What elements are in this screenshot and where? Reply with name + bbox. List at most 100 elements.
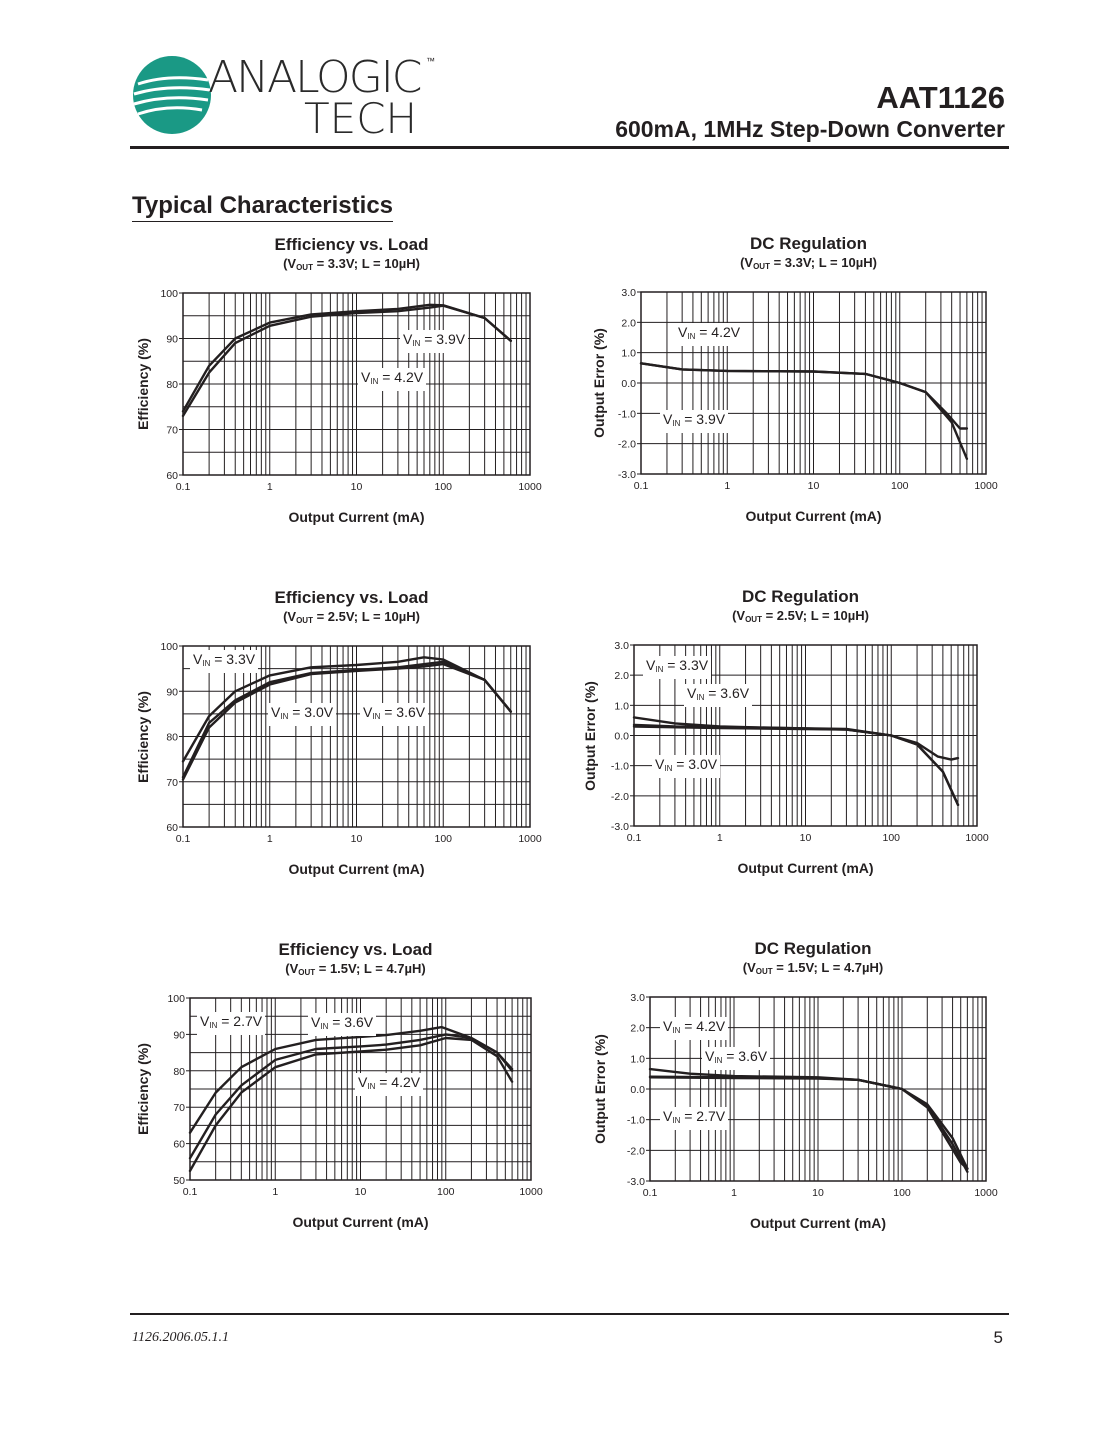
part-number: AAT1126 — [876, 80, 1005, 115]
y-axis-label: Output Error (%) — [591, 328, 607, 438]
trademark: ™ — [426, 56, 435, 66]
y-tick-label: 3.0 — [621, 287, 636, 299]
x-tick-label: 0.1 — [627, 832, 642, 844]
series-line — [648, 1076, 969, 1170]
subtitle-sub: OUT — [755, 967, 773, 976]
subtitle-pre: (V — [283, 609, 297, 624]
y-axis-label: Efficiency (%) — [135, 690, 151, 783]
subtitle-post: = 3.3V; L = 10µH) — [769, 255, 877, 270]
y-tick-label: -2.0 — [627, 1145, 645, 1157]
chart-title: Efficiency vs. Load — [274, 588, 429, 607]
x-tick-label: 1 — [717, 832, 723, 844]
x-tick-label: 100 — [437, 1186, 455, 1198]
chart-subtitle: (VOUT = 1.5V; L = 4.7µH) — [156, 961, 556, 977]
y-axis-label: Efficiency (%) — [135, 338, 151, 430]
footer-rule — [130, 1313, 1009, 1315]
y-tick-label: 80 — [173, 1066, 185, 1078]
y-tick-label: 0.0 — [614, 731, 629, 743]
y-tick-label: 60 — [173, 1139, 185, 1151]
subtitle-sub: OUT — [753, 262, 770, 271]
section-title: Typical Characteristics — [132, 192, 394, 222]
x-tick-label: 0.1 — [634, 480, 649, 492]
y-tick-label: -2.0 — [618, 439, 636, 451]
series-label: VIN = 3.6V — [684, 684, 753, 707]
series-line — [188, 1025, 514, 1134]
subtitle-sub: OUT — [298, 968, 316, 977]
x-tick-label: 10 — [808, 480, 820, 492]
series-label: VIN = 4.2V — [660, 1017, 729, 1040]
page-number: 5 — [993, 1328, 1003, 1347]
x-tick-label: 0.1 — [183, 1186, 198, 1198]
subtitle-pre: (V — [283, 256, 297, 271]
y-tick-label: 2.0 — [614, 670, 629, 682]
chart-subtitle: (VOUT = 3.3V; L = 10µH) — [609, 255, 1009, 271]
y-tick-label: 100 — [160, 288, 178, 300]
y-tick-label: -2.0 — [611, 791, 629, 803]
x-tick-label: 1000 — [974, 480, 998, 492]
x-tick-label: 1 — [267, 833, 273, 845]
chart-6: -3.0 -2.0 -1.0 0.0 1.0 2.0 3.0 0.1 1 10 100 1000 — [627, 992, 998, 1199]
y-tick-label: 3.0 — [614, 640, 629, 652]
x-tick-label: 1000 — [518, 481, 542, 493]
series-label: VIN = 2.7V — [197, 1012, 266, 1035]
x-tick-label: 1 — [272, 1186, 278, 1198]
chart-subtitle: (VOUT = 3.3V; L = 10µH) — [152, 256, 552, 272]
x-tick-label: 0.1 — [176, 481, 191, 493]
x-tick-label: 10 — [351, 481, 363, 493]
series-line — [639, 362, 969, 460]
y-tick-label: 70 — [173, 1102, 185, 1114]
subtitle-pre: (V — [740, 255, 754, 270]
chart-title: DC Regulation — [741, 587, 860, 606]
x-tick-label: 1 — [267, 481, 273, 493]
y-axis-label: Output Error (%) — [592, 1034, 608, 1144]
x-tick-label: 100 — [882, 832, 900, 844]
part-description: 600mA, 1MHz Step-Down Converter — [615, 116, 1005, 142]
grid — [182, 645, 530, 828]
y-tick-label: 1.0 — [630, 1053, 645, 1065]
x-tick-label: 1000 — [974, 1187, 998, 1199]
chart-subtitle: (VOUT = 2.5V; L = 10µH) — [601, 608, 1001, 624]
subtitle-sub: OUT — [296, 263, 313, 272]
y-tick-label: 0.0 — [621, 378, 636, 390]
x-tick-label: 1000 — [965, 832, 989, 844]
x-axis-label: Output Current (mA) — [745, 508, 882, 524]
x-tick-label: 10 — [355, 1186, 367, 1198]
chart-subtitle: (VOUT = 2.5V; L = 10µH) — [152, 609, 552, 625]
y-tick-label: 100 — [160, 641, 178, 653]
subtitle-sub: OUT — [745, 615, 762, 624]
x-tick-label: 10 — [800, 832, 812, 844]
chart-subtitle: (VOUT = 1.5V; L = 4.7µH) — [613, 960, 1013, 976]
y-tick-label: 60 — [166, 470, 178, 482]
series-label: VIN = 4.2V — [355, 1073, 424, 1096]
y-tick-label: -1.0 — [611, 761, 629, 773]
y-tick-label: 0.0 — [630, 1084, 645, 1096]
series-line — [181, 660, 512, 779]
y-tick-label: -3.0 — [618, 469, 636, 481]
x-tick-label: 1000 — [519, 1186, 543, 1198]
x-axis-label: Output Current (mA) — [288, 509, 425, 525]
header-rule — [130, 146, 1009, 149]
x-tick-label: 100 — [891, 480, 909, 492]
x-axis-label: Output Current (mA) — [749, 1215, 887, 1231]
series-line — [181, 656, 512, 763]
document-id: 1126.2006.05.1.1 — [132, 1330, 229, 1345]
x-tick-label: 100 — [893, 1187, 911, 1199]
y-tick-label: -3.0 — [611, 821, 629, 833]
x-tick-label: 100 — [434, 833, 452, 845]
grid — [640, 291, 986, 475]
y-tick-label: 2.0 — [630, 1023, 645, 1035]
series-line — [188, 1033, 514, 1160]
subtitle-pre: (V — [732, 608, 746, 623]
y-tick-label: 3.0 — [630, 992, 645, 1004]
y-tick-label: 80 — [166, 732, 178, 744]
x-axis-label: Output Current (mA) — [737, 860, 874, 876]
series-label: VIN = 4.2V — [675, 323, 744, 346]
chart-1: 60 70 80 90 100 0.1 1 10 100 1000 — [160, 288, 541, 493]
x-tick-label: 1000 — [518, 833, 542, 845]
subtitle-post: = 3.3V; L = 10µH) — [312, 256, 420, 271]
x-axis-label: Output Current (mA) — [288, 861, 425, 877]
series-label: VIN = 3.6V — [360, 703, 429, 726]
series-label: VIN = 3.3V — [643, 656, 712, 679]
